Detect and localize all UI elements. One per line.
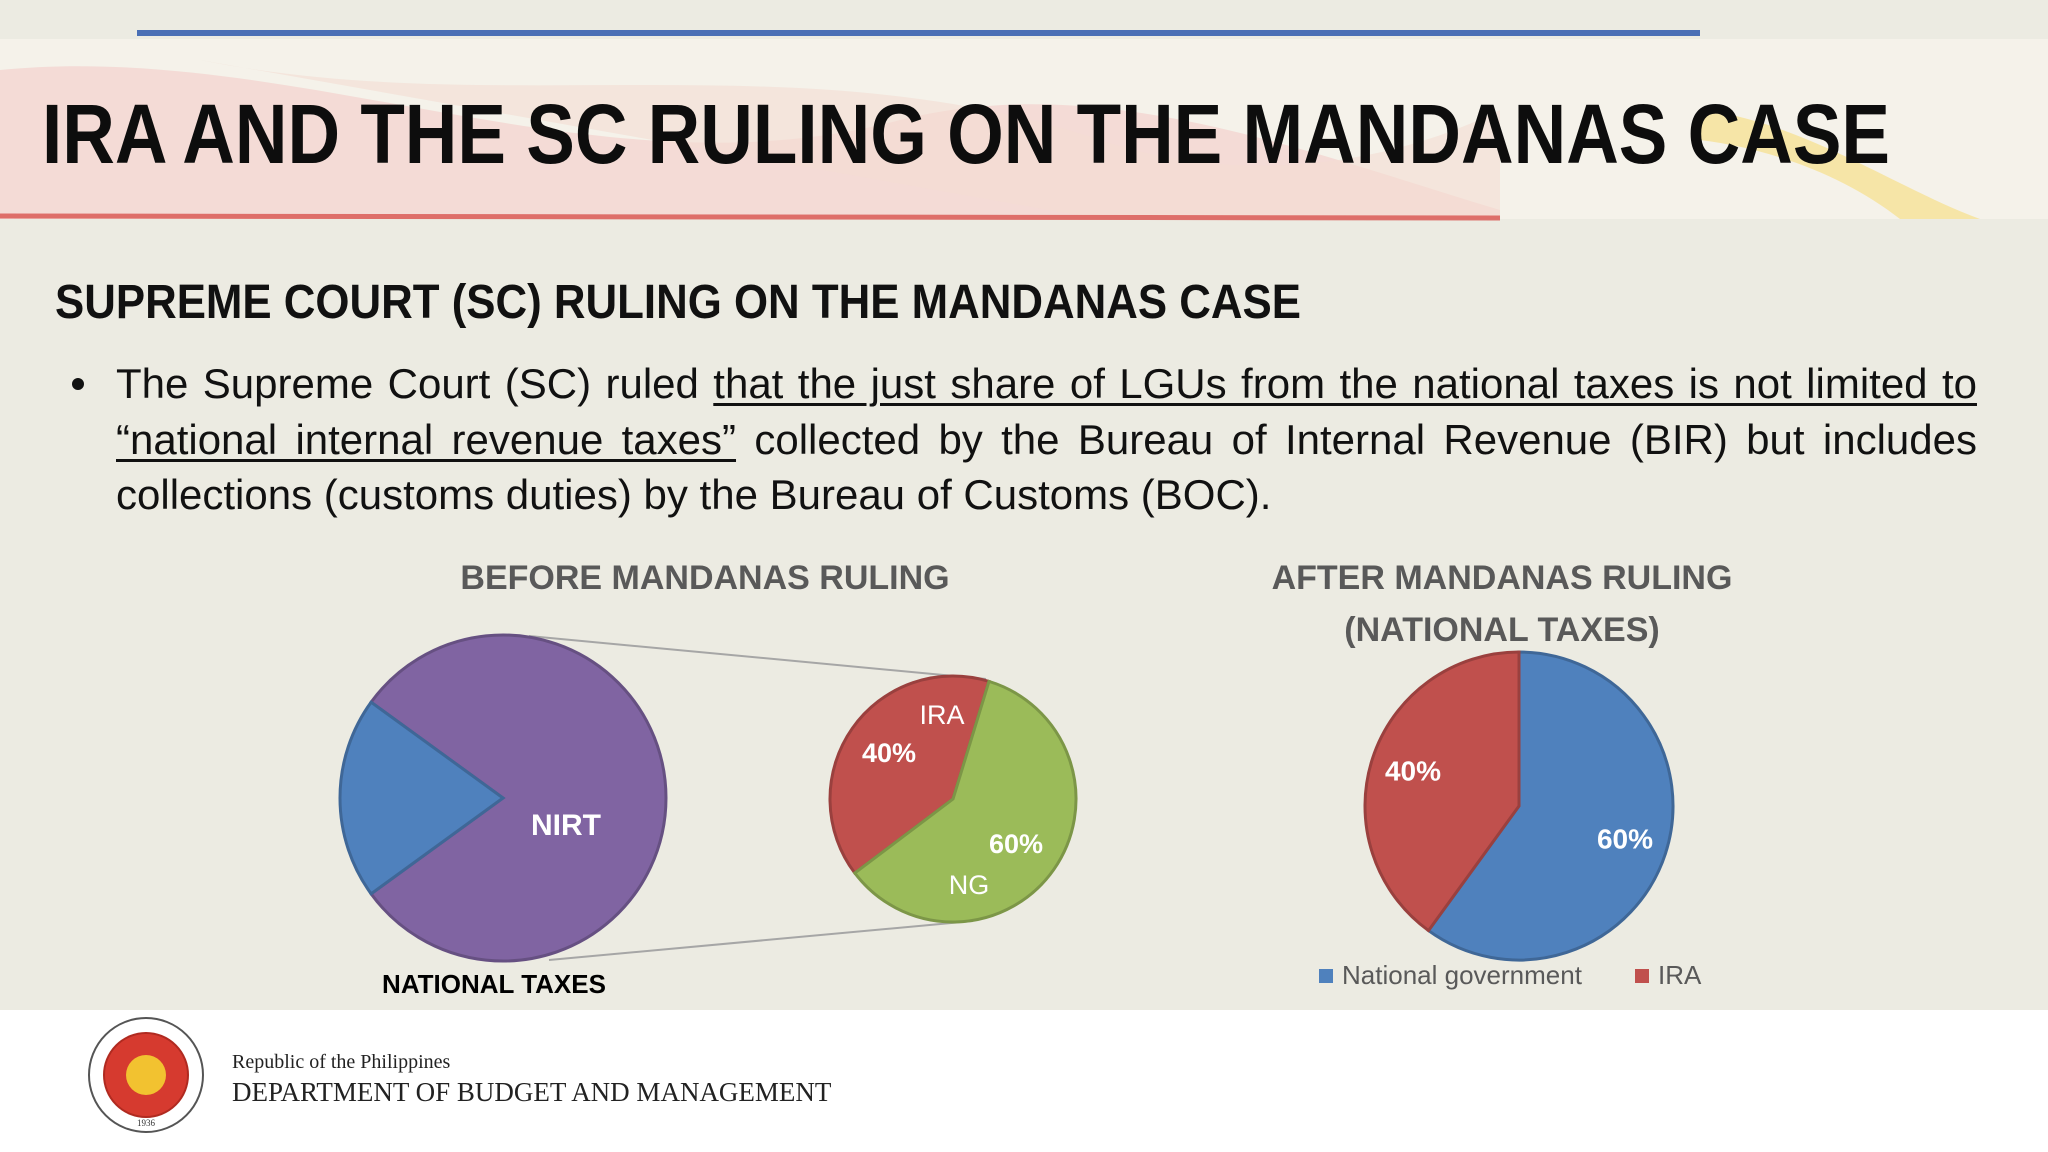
underlined-text: that the just share of LGUs from the nat… bbox=[116, 360, 1977, 463]
banner-swoosh bbox=[200, 60, 1500, 219]
banner-line bbox=[0, 213, 1501, 221]
slice-label: IRA bbox=[919, 700, 964, 730]
text: The Supreme Court (SC) ruled bbox=[116, 360, 714, 407]
chart-title: BEFORE MANDANAS RULING bbox=[460, 559, 949, 597]
text: collected by the Bureau of Internal Reve… bbox=[116, 415, 1977, 519]
pie-slice bbox=[338, 700, 506, 896]
value-label: 60% bbox=[1597, 823, 1653, 854]
chart-subtitle: (NATIONAL TAXES) bbox=[1344, 611, 1659, 649]
seal-core bbox=[126, 1055, 166, 1095]
value-label: 60% bbox=[989, 829, 1043, 859]
x-axis-label: NATIONAL TAXES bbox=[382, 969, 606, 999]
pie-slice bbox=[828, 674, 991, 876]
footer bbox=[0, 1010, 2048, 1152]
bullet-text: The Supreme Court (SC) ruled that the ju… bbox=[116, 356, 1977, 523]
value-label: 40% bbox=[1385, 755, 1441, 786]
value-label: 40% bbox=[862, 738, 916, 768]
bullet-dot bbox=[72, 378, 84, 390]
legend-swatch bbox=[1635, 969, 1649, 983]
footer-line2: DEPARTMENT OF BUDGET AND MANAGEMENT bbox=[232, 1077, 832, 1107]
legend-label: National government bbox=[1342, 960, 1583, 990]
section-heading: SUPREME COURT (SC) RULING ON THE MANDANA… bbox=[55, 276, 1301, 329]
slice-label: NG bbox=[949, 870, 990, 900]
banner-swoosh bbox=[1700, 110, 1980, 219]
pie-slice bbox=[369, 633, 668, 963]
footer-line1: Republic of the Philippines bbox=[232, 1051, 451, 1073]
slice-label: NIRT bbox=[531, 809, 601, 842]
connector bbox=[528, 635, 987, 680]
pie-slice bbox=[1363, 650, 1521, 933]
legend-swatch bbox=[1319, 969, 1333, 983]
pie-slice bbox=[1426, 650, 1675, 962]
seal-year: 1936 bbox=[137, 1118, 156, 1128]
slide-title: IRA AND THE SC RULING ON THE MANDANAS CA… bbox=[42, 87, 1890, 181]
connector bbox=[548, 920, 974, 961]
pie-slice bbox=[852, 679, 1078, 924]
legend-label: IRA bbox=[1658, 960, 1702, 990]
chart-title: AFTER MANDANAS RULING bbox=[1272, 559, 1733, 597]
